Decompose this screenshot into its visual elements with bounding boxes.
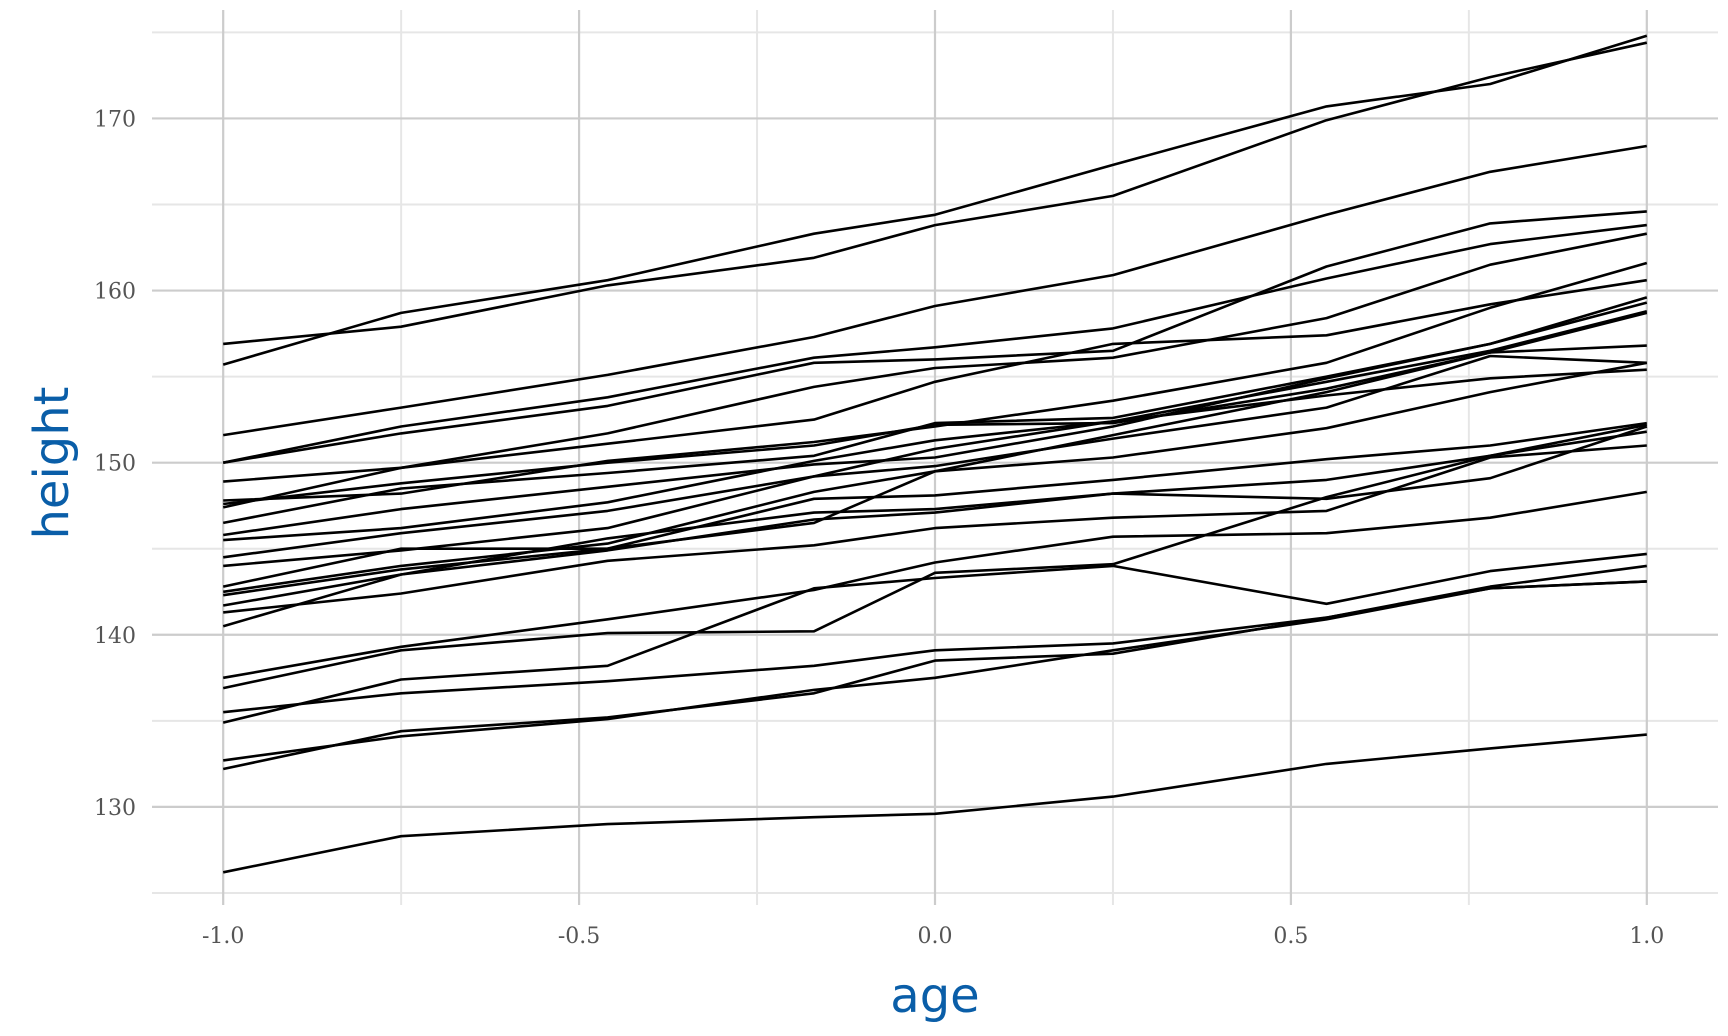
x-axis-title: age <box>890 968 979 1024</box>
series-line-12 <box>223 368 1647 542</box>
series-line-7 <box>222 278 1647 509</box>
series-lines <box>222 34 1648 874</box>
series-line-22 <box>222 423 1648 690</box>
series-line-26 <box>223 580 1647 762</box>
series-line-21 <box>222 490 1648 680</box>
x-tick-label: 1.0 <box>1629 924 1664 949</box>
y-tick-label: 160 <box>94 280 136 305</box>
series-line-24 <box>222 552 1647 724</box>
series-line-11 <box>223 301 1648 537</box>
series-line-13 <box>223 354 1647 559</box>
y-tick-label: 170 <box>94 107 136 132</box>
series-line-18 <box>222 430 1647 607</box>
series-line-3 <box>223 144 1648 437</box>
series-line-20 <box>223 444 1647 614</box>
series-line-6 <box>223 232 1648 483</box>
y-tick-label: 130 <box>94 796 136 821</box>
series-line-19 <box>222 425 1648 628</box>
series-line-2 <box>222 34 1648 366</box>
y-axis-title: height <box>24 387 80 540</box>
y-tick-labels: 130 140 150 160 170 <box>94 107 136 820</box>
y-tick-label: 150 <box>94 452 136 477</box>
x-tick-label: 0.0 <box>918 924 953 949</box>
series-line-27 <box>222 733 1647 874</box>
x-tick-label: 0.5 <box>1273 924 1308 949</box>
series-line-4 <box>222 223 1647 464</box>
series-line-16 <box>223 361 1648 594</box>
x-tick-labels: -1.0 -0.5 0.0 0.5 1.0 <box>202 924 1664 949</box>
x-tick-label: -0.5 <box>558 924 600 949</box>
series-line-25 <box>222 564 1647 771</box>
series-line-5 <box>222 210 1647 464</box>
x-tick-label: -1.0 <box>202 924 244 949</box>
series-line-14 <box>223 309 1648 568</box>
y-tick-label: 140 <box>94 624 136 649</box>
